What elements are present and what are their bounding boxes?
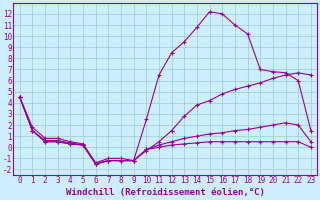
X-axis label: Windchill (Refroidissement éolien,°C): Windchill (Refroidissement éolien,°C) [66, 188, 265, 197]
